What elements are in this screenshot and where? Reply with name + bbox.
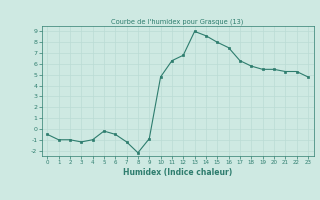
X-axis label: Humidex (Indice chaleur): Humidex (Indice chaleur) [123,168,232,177]
Title: Courbe de l'humidex pour Grasque (13): Courbe de l'humidex pour Grasque (13) [111,18,244,25]
